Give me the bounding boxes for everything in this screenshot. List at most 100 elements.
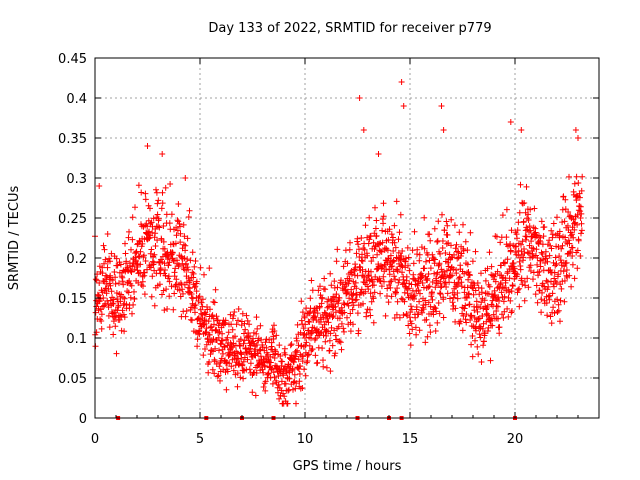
data-point [211, 299, 218, 306]
data-point [570, 234, 577, 241]
data-point [437, 278, 444, 285]
data-point [362, 222, 369, 229]
data-point [129, 214, 136, 221]
data-point [317, 283, 323, 290]
data-point [451, 251, 457, 258]
data-point [155, 223, 162, 230]
data-point [395, 279, 402, 286]
data-point [294, 321, 301, 328]
data-point [503, 206, 510, 213]
data-point [104, 274, 110, 280]
data-point [576, 194, 583, 201]
x-tick-label: 0 [91, 432, 99, 447]
data-point [407, 342, 414, 349]
data-point [489, 297, 496, 304]
data-point [532, 229, 539, 236]
data-point [384, 247, 391, 254]
data-point [484, 303, 491, 309]
data-point [464, 261, 471, 268]
data-point [396, 314, 403, 321]
data-point [472, 324, 479, 331]
data-point [230, 367, 237, 374]
data-point [574, 247, 581, 254]
data-point [437, 291, 444, 297]
data-point [267, 374, 274, 381]
data-point [541, 224, 548, 230]
data-point [217, 377, 223, 384]
data-point [399, 263, 406, 270]
data-point [125, 234, 132, 241]
data-point [354, 310, 361, 317]
data-point [151, 251, 158, 258]
data-point [354, 235, 361, 242]
data-point [536, 268, 543, 275]
data-point [174, 217, 181, 224]
data-point [577, 215, 584, 221]
data-point [201, 321, 208, 327]
data-point [548, 320, 555, 327]
data-point [499, 284, 506, 291]
data-point [466, 290, 472, 297]
data-point [434, 269, 441, 276]
data-point [267, 359, 274, 366]
data-point [349, 306, 356, 313]
data-point [575, 180, 582, 186]
data-point [525, 250, 532, 257]
data-point [463, 295, 470, 301]
data-point [224, 334, 231, 341]
data-point [443, 240, 450, 247]
y-tick-label: 0.25 [58, 212, 87, 227]
data-point [212, 345, 219, 352]
data-point [507, 119, 514, 125]
data-point [105, 286, 112, 292]
data-point [530, 253, 537, 260]
data-point [306, 342, 313, 349]
data-point [401, 298, 408, 305]
data-point [269, 380, 276, 387]
data-point [244, 317, 251, 324]
data-point [363, 277, 370, 283]
data-point [200, 321, 207, 328]
data-point [393, 311, 400, 318]
data-point [296, 366, 302, 372]
data-point [451, 222, 458, 229]
data-point [117, 312, 124, 319]
data-point [228, 321, 235, 328]
axis-ticks: 0 0.05 0.1 0.15 0.2 0.25 0.3 0.35 0.4 0.45 0 5 10 15 2… [58, 52, 599, 447]
data-point [159, 151, 166, 157]
data-point [406, 330, 413, 337]
data-point [144, 143, 151, 149]
data-point [215, 329, 222, 336]
data-point [168, 211, 175, 218]
data-point [496, 330, 503, 337]
data-point [352, 297, 359, 304]
data-point [466, 272, 473, 279]
data-point [450, 294, 457, 301]
data-point [394, 268, 401, 275]
data-point [444, 267, 450, 274]
data-point [559, 242, 566, 249]
data-point [465, 276, 472, 283]
data-point [187, 316, 194, 323]
data-point [554, 309, 561, 315]
y-tick-label: 0.15 [58, 292, 87, 307]
data-point [502, 277, 509, 284]
data-point [515, 286, 521, 293]
data-point [205, 369, 212, 376]
data-point [549, 290, 556, 297]
data-point [252, 346, 259, 353]
data-point [260, 384, 267, 390]
data-point [537, 263, 544, 270]
data-point [551, 310, 558, 316]
data-point [488, 263, 495, 270]
data-point [475, 351, 482, 358]
data-point [405, 254, 412, 261]
data-point [319, 345, 326, 352]
data-point [299, 385, 306, 391]
data-point [240, 340, 247, 347]
data-point [166, 293, 173, 300]
data-point [205, 318, 212, 325]
data-point [569, 253, 576, 259]
data-point [103, 290, 110, 297]
data-point [550, 220, 557, 227]
